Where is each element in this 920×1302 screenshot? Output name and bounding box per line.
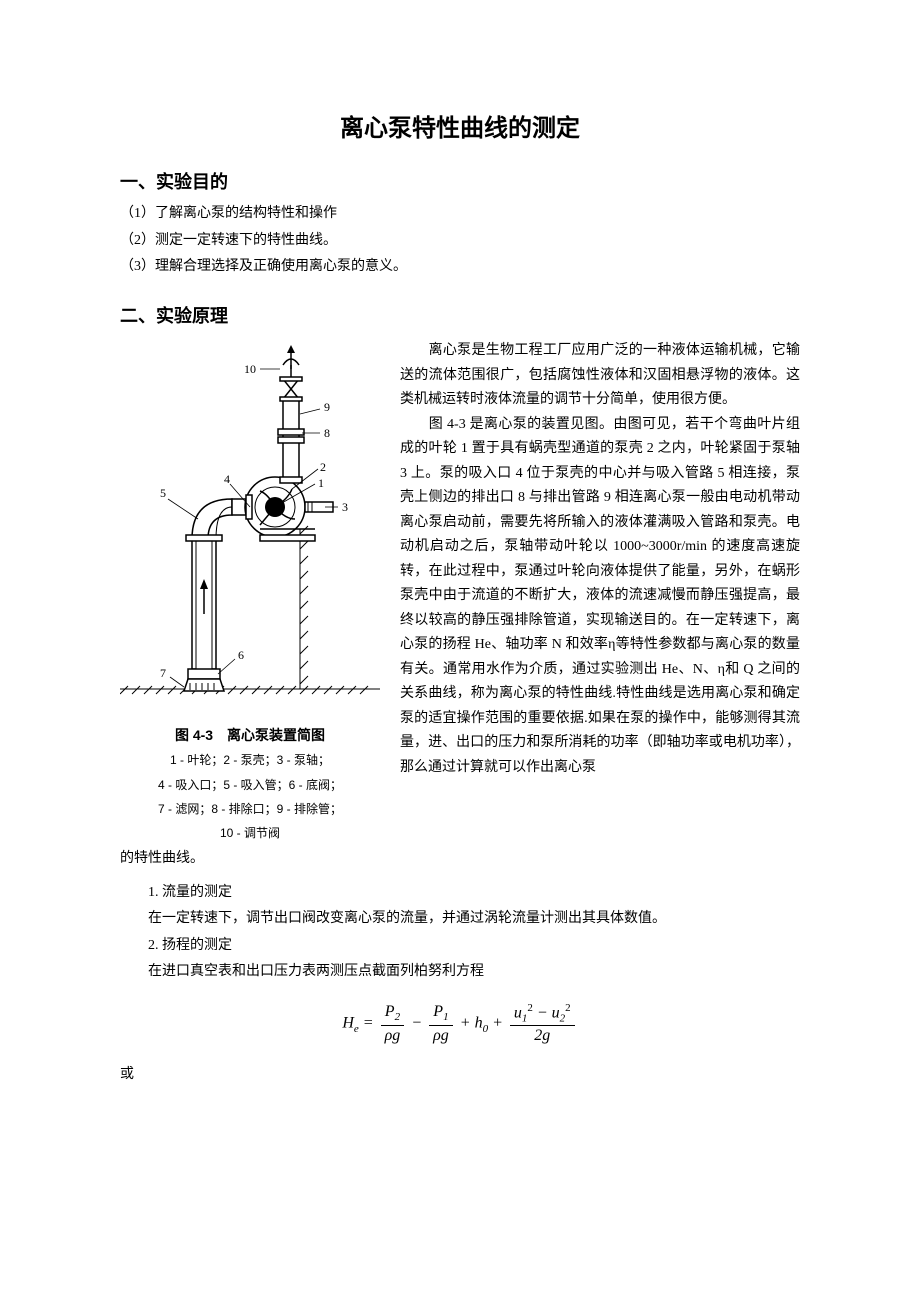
item-2-title: 2. 扬程的测定 (120, 935, 800, 957)
var-He: H (342, 1014, 354, 1031)
principle-para-1: 离心泵是生物工程工厂应用广泛的一种液体运输机械，它输送的流体范围很广，包括腐蚀性… (400, 339, 800, 413)
op-minus: − (411, 1014, 426, 1031)
fig-label-3: 3 (342, 500, 348, 514)
fig-label-8: 8 (324, 426, 330, 440)
fig-label-10: 10 (244, 362, 256, 376)
pump-diagram-svg: 1 2 3 4 5 6 7 8 9 10 (120, 339, 380, 709)
figure-legend-3: 7 - 滤网；8 - 排除口；9 - 排除管； (120, 799, 380, 819)
objective-2: （2）测定一定转速下的特性曲线。 (120, 230, 800, 252)
var-h0: h (475, 1014, 483, 1031)
bernoulli-formula: He = P2 ρg − P1 ρg + h0 + u12 − u22 2g (120, 1002, 800, 1046)
var-h0-sub: 0 (483, 1022, 489, 1034)
section-1-heading: 一、实验目的 (120, 168, 800, 197)
op-plus-2: + (492, 1014, 507, 1031)
fig-label-6: 6 (238, 648, 244, 662)
frac-u: u12 − u22 2g (510, 1002, 575, 1046)
fig-label-7: 7 (160, 666, 166, 680)
figure-text-row: 1 2 3 4 5 6 7 8 9 10 图 4-3 离心泵装置简图 1 - 叶… (120, 339, 800, 844)
objective-1: （1）了解离心泵的结构特性和操作 (120, 203, 800, 225)
fig-label-2: 2 (320, 460, 326, 474)
var-He-sub: e (354, 1022, 359, 1034)
item-1-title: 1. 流量的测定 (120, 882, 800, 904)
op-plus-1: + (460, 1014, 475, 1031)
figure-caption-title: 图 4-3 离心泵装置简图 (120, 724, 380, 746)
principle-para-2: 图 4-3 是离心泵的装置见图。由图可见，若干个弯曲叶片组成的叶轮 1 置于具有… (400, 413, 800, 781)
op-eq: = (363, 1014, 378, 1031)
objective-3: （3）理解合理选择及正确使用离心泵的意义。 (120, 256, 800, 278)
section-2-heading: 二、实验原理 (120, 302, 800, 331)
fig-label-9: 9 (324, 400, 330, 414)
frac-P2: P2 ρg (381, 1002, 405, 1045)
frac-P1: P1 ρg (429, 1002, 453, 1045)
fig-label-4: 4 (224, 472, 230, 486)
figure-column: 1 2 3 4 5 6 7 8 9 10 图 4-3 离心泵装置简图 1 - 叶… (120, 339, 380, 844)
item-2-text: 在进口真空表和出口压力表两测压点截面列柏努利方程 (120, 961, 800, 983)
principle-text-column: 离心泵是生物工程工厂应用广泛的一种液体运输机械，它输送的流体范围很广，包括腐蚀性… (400, 339, 800, 780)
fig-label-1: 1 (318, 476, 324, 490)
or-text: 或 (120, 1064, 800, 1086)
fig-label-5: 5 (160, 486, 166, 500)
principle-para-tail: 的特性曲线。 (120, 848, 800, 870)
item-1-text: 在一定转速下，调节出口阀改变离心泵的流量，并通过涡轮流量计测出其具体数值。 (120, 908, 800, 930)
figure-legend-2: 4 - 吸入口；5 - 吸入管；6 - 底阀； (120, 775, 380, 795)
figure-legend-1: 1 - 叶轮；2 - 泵壳；3 - 泵轴； (120, 750, 380, 770)
figure-legend-4: 10 - 调节阀 (120, 823, 380, 843)
document-title: 离心泵特性曲线的测定 (120, 110, 800, 148)
